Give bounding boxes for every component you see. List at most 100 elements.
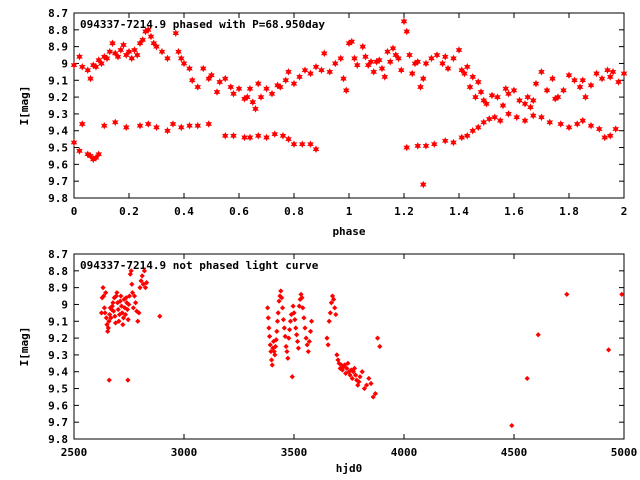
x-tick-label: 0.8 [284, 205, 304, 218]
data-point [331, 59, 339, 68]
data-point [122, 123, 130, 132]
data-point [186, 121, 193, 130]
y-tick-label: 9 [61, 298, 68, 311]
data-point [126, 293, 133, 299]
data-point [414, 142, 422, 150]
x-tick-label: 5000 [611, 446, 638, 459]
data-point [116, 318, 122, 324]
data-series [419, 180, 427, 189]
data-point [107, 311, 113, 318]
data-point [87, 74, 94, 83]
data-point [276, 83, 284, 91]
y-tick-label: 9.3 [48, 108, 68, 121]
data-point [327, 310, 333, 316]
data-point [554, 93, 562, 101]
chart-title: 094337-7214.9 not phased light curve [80, 259, 319, 272]
data-point [620, 69, 628, 78]
data-point [535, 332, 541, 338]
y-tick-label: 9.2 [48, 91, 68, 104]
data-point [579, 116, 587, 125]
data-point [109, 39, 116, 48]
data-point [265, 315, 271, 321]
data-point [343, 370, 349, 377]
data-point [186, 64, 193, 73]
data-point [491, 113, 499, 122]
data-point [287, 318, 294, 324]
data-point [601, 133, 609, 142]
data-point [111, 49, 119, 58]
x-tick-label: 0.2 [119, 205, 139, 218]
data-point [241, 133, 248, 142]
data-point [375, 56, 383, 64]
data-point [587, 81, 595, 90]
chart-title: 094337-7214.9 phased with P=68.950day [80, 18, 325, 31]
data-point [101, 305, 107, 311]
data-point [78, 63, 86, 71]
data-point [84, 66, 92, 74]
data-point [144, 120, 152, 128]
data-point [277, 293, 283, 299]
data-point [505, 110, 512, 118]
data-point [279, 131, 287, 140]
x-tick-label: 1.2 [394, 205, 414, 218]
y-tick-label: 8.8 [48, 265, 68, 278]
data-point [272, 352, 278, 358]
data-point [112, 313, 118, 319]
data-point [124, 306, 131, 313]
data-point [158, 47, 166, 56]
data-point [76, 52, 83, 61]
data-point [326, 318, 332, 324]
data-point [606, 131, 614, 140]
data-point [114, 300, 121, 306]
data-point [263, 133, 270, 142]
data-point [403, 27, 411, 36]
data-point [474, 78, 482, 86]
y-axis-label: I[mag] [18, 86, 31, 126]
data-point [138, 278, 144, 284]
data-point [122, 51, 130, 59]
data-point [257, 93, 265, 101]
data-point [282, 76, 290, 85]
data-point [565, 123, 573, 132]
data-point [295, 345, 301, 351]
data-point [609, 68, 617, 76]
data-point [175, 47, 182, 56]
data-point [288, 311, 294, 318]
data-point [110, 300, 116, 306]
data-point [606, 73, 614, 81]
data-point [472, 93, 479, 101]
data-point [98, 59, 105, 68]
data-point [279, 295, 285, 301]
data-point [278, 288, 284, 294]
data-point [128, 54, 136, 63]
y-tick-label: 8.7 [48, 7, 68, 20]
data-point [428, 54, 435, 63]
data-point [301, 66, 309, 74]
data-point [98, 310, 105, 316]
data-point [422, 142, 430, 150]
data-point [103, 290, 109, 296]
data-point [267, 342, 273, 348]
data-point [353, 61, 361, 69]
data-point [307, 328, 314, 334]
data-point [205, 120, 213, 128]
data-point [208, 71, 215, 80]
data-point [297, 296, 303, 303]
y-tick-label: 9.1 [48, 74, 68, 87]
data-point [111, 118, 119, 127]
data-point [557, 120, 565, 128]
data-point [565, 71, 573, 80]
data-point [331, 296, 337, 303]
data-point [326, 68, 334, 76]
data-point [312, 145, 320, 154]
data-point [177, 54, 185, 63]
data-point [169, 120, 177, 128]
data-point [281, 325, 287, 331]
data-point [263, 84, 270, 93]
x-axis-label: phase [332, 225, 365, 238]
data-point [340, 74, 347, 83]
data-point [289, 374, 295, 380]
data-point [364, 382, 370, 388]
data-point [612, 125, 620, 133]
